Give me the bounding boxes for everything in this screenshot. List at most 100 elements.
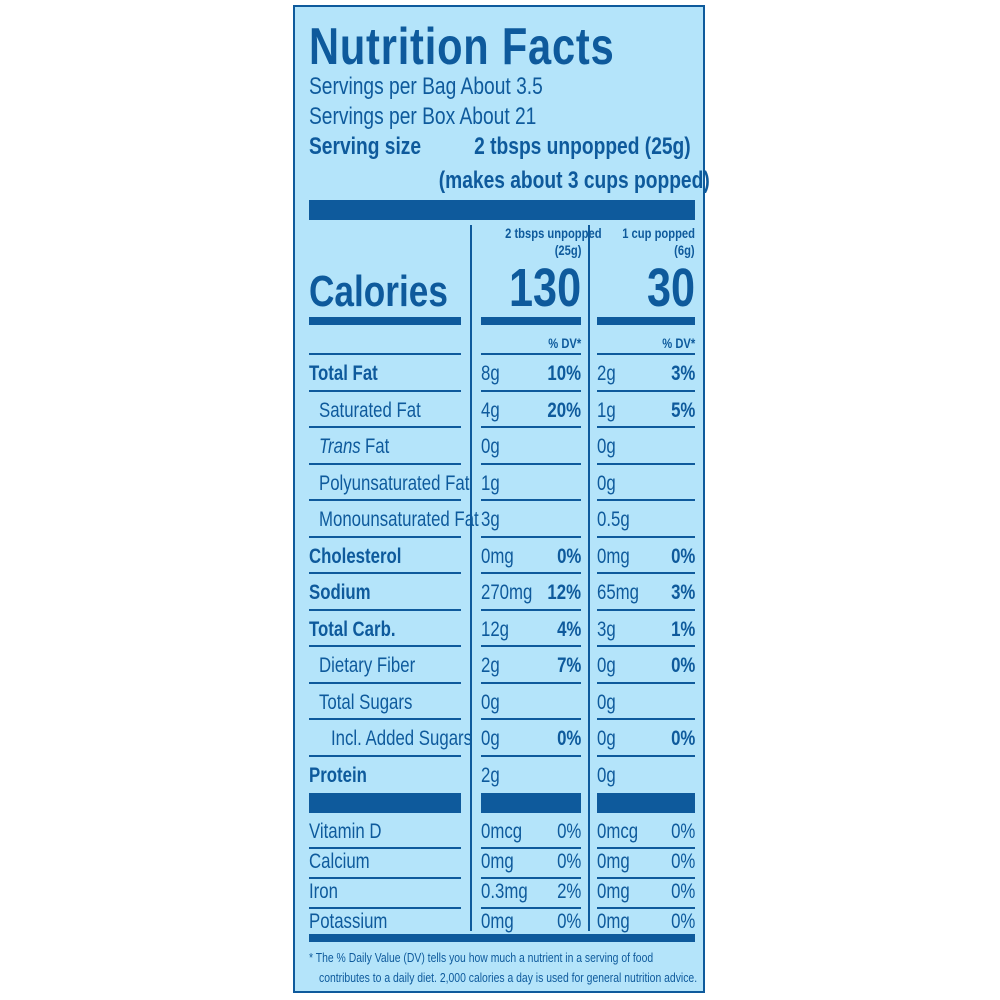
trans-prefix: Trans bbox=[319, 435, 361, 458]
row-rule bbox=[481, 572, 581, 574]
col2-calories: 30 bbox=[646, 258, 695, 318]
col2-amount: 0g bbox=[597, 690, 616, 714]
col1-dv: 0% bbox=[556, 910, 581, 933]
nutrient-label: Sodium bbox=[309, 581, 371, 604]
col2-amount: 0.5g bbox=[597, 508, 630, 531]
col1-amount: 0g bbox=[481, 690, 500, 714]
col1-dv bbox=[481, 764, 581, 788]
nutrient-label: Trans Fat bbox=[319, 435, 390, 458]
row-rule bbox=[309, 426, 461, 428]
vitamin-label: Vitamin D bbox=[309, 820, 382, 843]
nutrient-label: Protein bbox=[309, 763, 367, 787]
col2-amount: 0g bbox=[597, 654, 616, 677]
col1-amount: 0mg bbox=[481, 910, 514, 933]
col2-amount: 0mcg bbox=[597, 820, 639, 843]
vitamin-bar-col2 bbox=[597, 793, 695, 813]
serving-size-value: 2 tbsps unpopped (25g) bbox=[474, 133, 691, 160]
nutrient-label: Total Carb. bbox=[309, 617, 396, 641]
col1-dv: 10% bbox=[547, 362, 581, 385]
col1-dv bbox=[481, 435, 581, 459]
col2-amount: 0g bbox=[597, 763, 616, 787]
row-rule bbox=[481, 462, 581, 465]
col1-amount: 0mg bbox=[481, 850, 514, 873]
servings-per-bag: Servings per Bag About 3.5 bbox=[309, 73, 543, 100]
vitamin-bar-col1 bbox=[481, 793, 581, 813]
col1-dv: 0% bbox=[556, 850, 581, 873]
nutrition-facts-title: Nutrition Facts bbox=[309, 18, 615, 76]
calories-rule-label bbox=[309, 317, 461, 325]
col2-amount: 0mg bbox=[597, 880, 630, 903]
nutrient-label: Dietary Fiber bbox=[319, 654, 416, 677]
col2-dv: 0% bbox=[670, 544, 695, 568]
row-rule bbox=[309, 353, 461, 355]
dv-header-col1: % DV* bbox=[548, 335, 581, 351]
col1-dv bbox=[481, 472, 581, 496]
col1-amount: 1g bbox=[481, 471, 500, 495]
column-divider-2 bbox=[588, 225, 590, 931]
calories-rule-col2 bbox=[597, 317, 695, 325]
row-rule bbox=[481, 426, 581, 428]
vitamin-rule bbox=[309, 877, 461, 879]
row-rule bbox=[597, 535, 695, 538]
col1-amount: 0g bbox=[481, 435, 500, 458]
vitamin-label: Potassium bbox=[309, 910, 388, 933]
column-divider-1 bbox=[470, 225, 472, 931]
col1-amount: 0mg bbox=[481, 544, 514, 568]
col2-dv: 1% bbox=[670, 617, 695, 641]
col1-amount: 0.3mg bbox=[481, 880, 528, 903]
col1-dv: 2% bbox=[556, 880, 581, 903]
nutrition-facts-panel: Nutrition Facts Servings per Bag About 3… bbox=[293, 5, 710, 993]
row-rule bbox=[597, 681, 695, 684]
row-rule bbox=[309, 718, 461, 720]
col2-dv: 0% bbox=[670, 850, 695, 873]
col2-dv: 3% bbox=[670, 362, 695, 385]
col1-dv bbox=[481, 508, 581, 532]
col1-amount: 2g bbox=[481, 654, 500, 677]
vitamin-rule bbox=[481, 877, 581, 879]
col2-amount: 3g bbox=[597, 617, 616, 641]
thick-divider-top bbox=[309, 200, 695, 220]
servings-per-box: Servings per Box About 21 bbox=[309, 103, 537, 130]
row-rule bbox=[481, 535, 581, 538]
nutrient-label: Polyunsaturated Fat bbox=[319, 471, 470, 495]
vitamin-label: Calcium bbox=[309, 850, 370, 873]
col2-dv bbox=[597, 691, 695, 715]
col1-dv: 7% bbox=[556, 654, 581, 677]
col2-dv: 0% bbox=[670, 654, 695, 677]
row-rule bbox=[597, 645, 695, 647]
col2-dv bbox=[597, 508, 695, 532]
vitamin-rule bbox=[309, 847, 461, 849]
col1-amount: 12g bbox=[481, 617, 510, 641]
col2-dv bbox=[597, 472, 695, 496]
row-rule bbox=[597, 426, 695, 428]
row-rule bbox=[481, 681, 581, 684]
col2-amount: 0g bbox=[597, 471, 616, 495]
row-rule bbox=[597, 353, 695, 355]
nutrient-label: Cholesterol bbox=[309, 544, 402, 568]
col1-dv: 0% bbox=[556, 727, 581, 750]
col1-dv: 20% bbox=[547, 398, 581, 422]
thick-divider-bottom bbox=[309, 934, 695, 942]
col2-amount: 65mg bbox=[597, 581, 640, 604]
col1-dv: 4% bbox=[556, 617, 581, 641]
col1-dv: 12% bbox=[547, 581, 581, 604]
col1-dv bbox=[481, 691, 581, 715]
row-rule bbox=[481, 718, 581, 720]
col1-amount: 0g bbox=[481, 727, 500, 750]
col1-amount: 8g bbox=[481, 362, 500, 385]
row-rule bbox=[309, 389, 461, 392]
nutrient-label: Total Fat bbox=[309, 362, 378, 385]
col2-amount: 0g bbox=[597, 727, 616, 750]
vitamin-rule bbox=[481, 847, 581, 849]
row-rule bbox=[309, 535, 461, 538]
col2-dv: 5% bbox=[670, 398, 695, 422]
col1-calories: 130 bbox=[508, 258, 581, 318]
row-rule bbox=[309, 462, 461, 465]
nutrient-label: Total Sugars bbox=[319, 690, 413, 714]
row-rule bbox=[597, 754, 695, 757]
row-rule bbox=[309, 572, 461, 574]
col2-dv: 0% bbox=[670, 727, 695, 750]
col1-amount: 270mg bbox=[481, 581, 533, 604]
vitamin-rule bbox=[597, 847, 695, 849]
nutrient-label: Saturated Fat bbox=[319, 398, 421, 422]
